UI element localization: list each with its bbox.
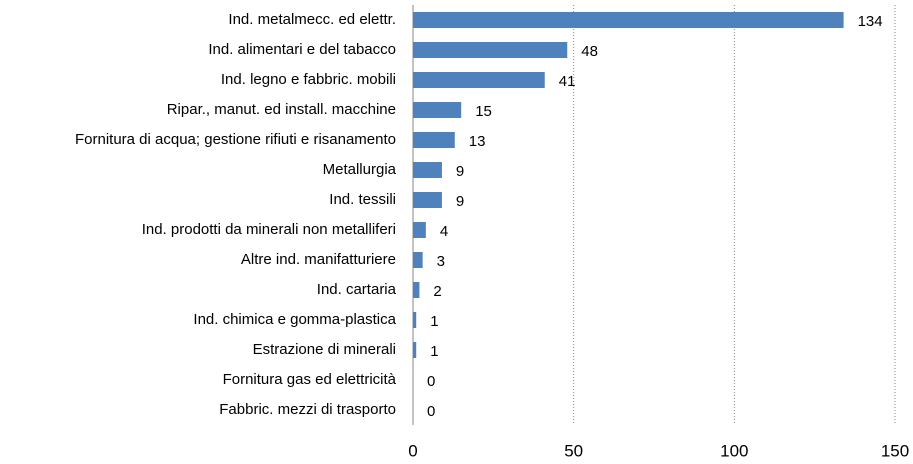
y-tick-label: Ind. chimica e gomma-plastica — [193, 311, 396, 328]
x-tick-label: 100 — [720, 441, 748, 460]
y-tick-label: Fornitura di acqua; gestione rifiuti e r… — [75, 131, 396, 148]
bar — [413, 312, 417, 328]
x-tick-label: 150 — [881, 441, 909, 460]
y-tick-label: Ripar., manut. ed install. macchine — [167, 101, 396, 118]
y-tick-label: Ind. metalmecc. ed elettr. — [228, 11, 396, 28]
data-label: 1 — [430, 313, 438, 330]
y-tick-label: Ind. tessili — [329, 191, 396, 208]
bar — [413, 192, 442, 208]
data-label: 0 — [427, 403, 435, 420]
bar — [413, 102, 462, 118]
y-tick-label: Fabbric. mezzi di trasporto — [219, 401, 396, 418]
data-label: 48 — [581, 43, 598, 60]
data-label: 2 — [433, 283, 441, 300]
bar — [413, 132, 455, 148]
bar — [413, 282, 420, 298]
bar — [413, 42, 568, 58]
data-label: 41 — [559, 73, 576, 90]
bar — [413, 252, 423, 268]
data-label: 9 — [456, 163, 464, 180]
data-label: 0 — [427, 373, 435, 390]
data-label: 4 — [440, 223, 448, 240]
x-tick-label: 50 — [564, 441, 583, 460]
x-tick-label: 0 — [408, 441, 417, 460]
data-label: 15 — [475, 103, 492, 120]
y-tick-label: Altre ind. manifatturiere — [241, 251, 396, 268]
data-label: 1 — [430, 343, 438, 360]
bar — [413, 342, 417, 358]
y-tick-label: Metallurgia — [323, 161, 397, 178]
bar — [413, 12, 844, 28]
y-tick-label: Ind. prodotti da minerali non metallifer… — [142, 221, 396, 238]
y-tick-label: Ind. cartaria — [317, 281, 397, 298]
y-tick-label: Ind. alimentari e del tabacco — [208, 41, 396, 58]
y-tick-label: Estrazione di minerali — [253, 341, 396, 358]
data-label: 13 — [469, 133, 486, 150]
y-tick-label: Ind. legno e fabbric. mobili — [221, 71, 396, 88]
data-label: 9 — [456, 193, 464, 210]
bar — [413, 162, 442, 178]
y-tick-label: Fornitura gas ed elettricità — [223, 371, 397, 388]
bar — [413, 222, 426, 238]
data-label: 134 — [858, 13, 883, 30]
data-label: 3 — [437, 253, 445, 270]
bar — [413, 72, 545, 88]
